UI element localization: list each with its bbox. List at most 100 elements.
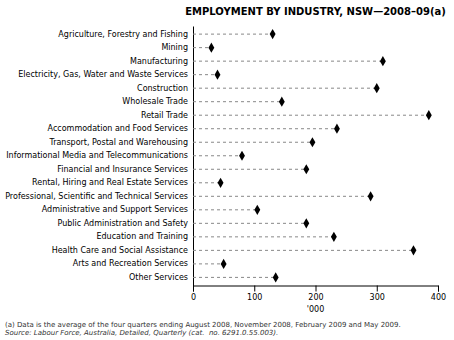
x-tick-mark [438,286,439,292]
y-tick: Health Care and Social Assistance [52,246,188,255]
x-tick: 200 [308,286,323,303]
y-tick: Accommodation and Food Services [48,124,188,133]
y-tick: Construction [137,84,188,93]
stem [193,196,371,197]
stem [193,155,242,156]
stem [193,61,383,62]
y-tick: Financial and Insurance Services [57,165,188,174]
x-tick-mark [193,286,194,292]
y-tick-label: Construction [137,84,188,93]
stem [193,209,257,210]
y-tick: Professional, Scientific and Technical S… [5,192,188,201]
annotation: (a) Data is the average of the four quar… [5,321,401,329]
y-tick: Retail Trade [141,111,188,120]
point [411,245,417,255]
y-axis: Agriculture, Forestry and Fishing Mining M… [5,27,193,287]
y-tick: Wholesale Trade [122,97,188,106]
point [221,259,227,269]
stem [193,74,218,75]
point [218,178,224,188]
y-tick: Transport, Postal and Warehousing [48,138,188,147]
y-tick-label: Informational Media and Telecommunicatio… [6,151,188,160]
x-tick: 0 [191,286,196,303]
y-tick-label: Administrative and Support Services [42,205,188,214]
chart-container: (a) Data is the average of the four quar… [0,0,454,340]
y-tick-label: Manufacturing [130,57,188,66]
point [208,43,214,53]
y-tick: Mining [161,43,188,52]
y-tick: Agriculture, Forestry and Fishing [58,30,188,39]
point [239,151,245,161]
y-tick-label: Retail Trade [141,111,188,120]
y-tick-label: Rental, Hiring and Real Estate Services [32,178,188,187]
stem [193,128,337,129]
x-axis-label: '000 [307,305,324,314]
point [279,97,285,107]
x-tick: 100 [247,286,262,303]
y-tick: Manufacturing [130,57,188,66]
x-tick: 300 [370,286,385,303]
point [215,70,221,80]
y-tick: Administrative and Support Services [42,205,188,214]
y-tick: Public Administration and Safety [58,219,189,228]
y-tick-label: Financial and Insurance Services [57,165,188,174]
point [426,110,432,120]
stem [193,277,276,278]
point [303,218,309,228]
point [331,232,337,242]
x-tick-mark [377,286,378,292]
stem [193,101,282,102]
x-axis: 0 100 200 300 400 [191,286,446,303]
y-tick: Informational Media and Telecommunicatio… [6,151,188,160]
y-tick-label: Public Administration and Safety [58,219,189,228]
y-tick-label: Agriculture, Forestry and Fishing [58,30,188,39]
x-tick-label: 100 [247,293,262,302]
y-tick-label: Arts and Recreation Services [73,259,188,268]
annotation: Source: Labour Force, Australia, Detaile… [5,329,278,337]
y-tick: Electricity, Gas, Water and Waste Servic… [18,70,188,79]
point [368,191,374,201]
x-tick-mark [254,286,255,292]
stem [193,263,224,264]
y-tick: Education and Training [96,232,188,241]
x-tick-label: 200 [308,293,323,302]
y-tick-label: Transport, Postal and Warehousing [48,138,188,147]
point [380,56,386,66]
y-tick-label: Wholesale Trade [122,97,188,106]
stem [193,115,429,116]
stem [193,169,306,170]
y-tick: Other Services [129,273,188,282]
x-tick: 400 [431,286,446,303]
stem [193,223,306,224]
point [254,205,260,215]
y-tick-label: Health Care and Social Assistance [52,246,188,255]
x-tick-label: 400 [431,293,446,302]
point [303,164,309,174]
title: EMPLOYMENT BY INDUSTRY, NSW—2008–09(a) [185,6,446,17]
stem [193,34,273,35]
stem [193,236,334,237]
point [309,137,315,147]
y-tick-label: Accommodation and Food Services [48,124,188,133]
point [270,29,276,39]
x-tick-mark [316,286,317,292]
chart-svg: (a) Data is the average of the four quar… [0,0,454,340]
stem [193,142,312,143]
point [273,272,279,282]
x-tick-label: 300 [370,293,385,302]
x-tick-label: 0 [191,293,196,302]
y-tick: Arts and Recreation Services [73,259,188,268]
x-axis-line [194,286,439,292]
y-tick-label: Electricity, Gas, Water and Waste Servic… [18,70,188,79]
point [334,124,340,134]
stem [193,182,221,183]
y-tick: Rental, Hiring and Real Estate Services [32,178,188,187]
stem [193,250,414,251]
y-tick-label: Other Services [129,273,188,282]
y-tick-label: Professional, Scientific and Technical S… [5,192,188,201]
point [374,83,380,93]
stem [193,88,377,89]
marks [193,29,432,282]
y-tick-label: Mining [161,43,188,52]
y-tick-label: Education and Training [96,232,188,241]
